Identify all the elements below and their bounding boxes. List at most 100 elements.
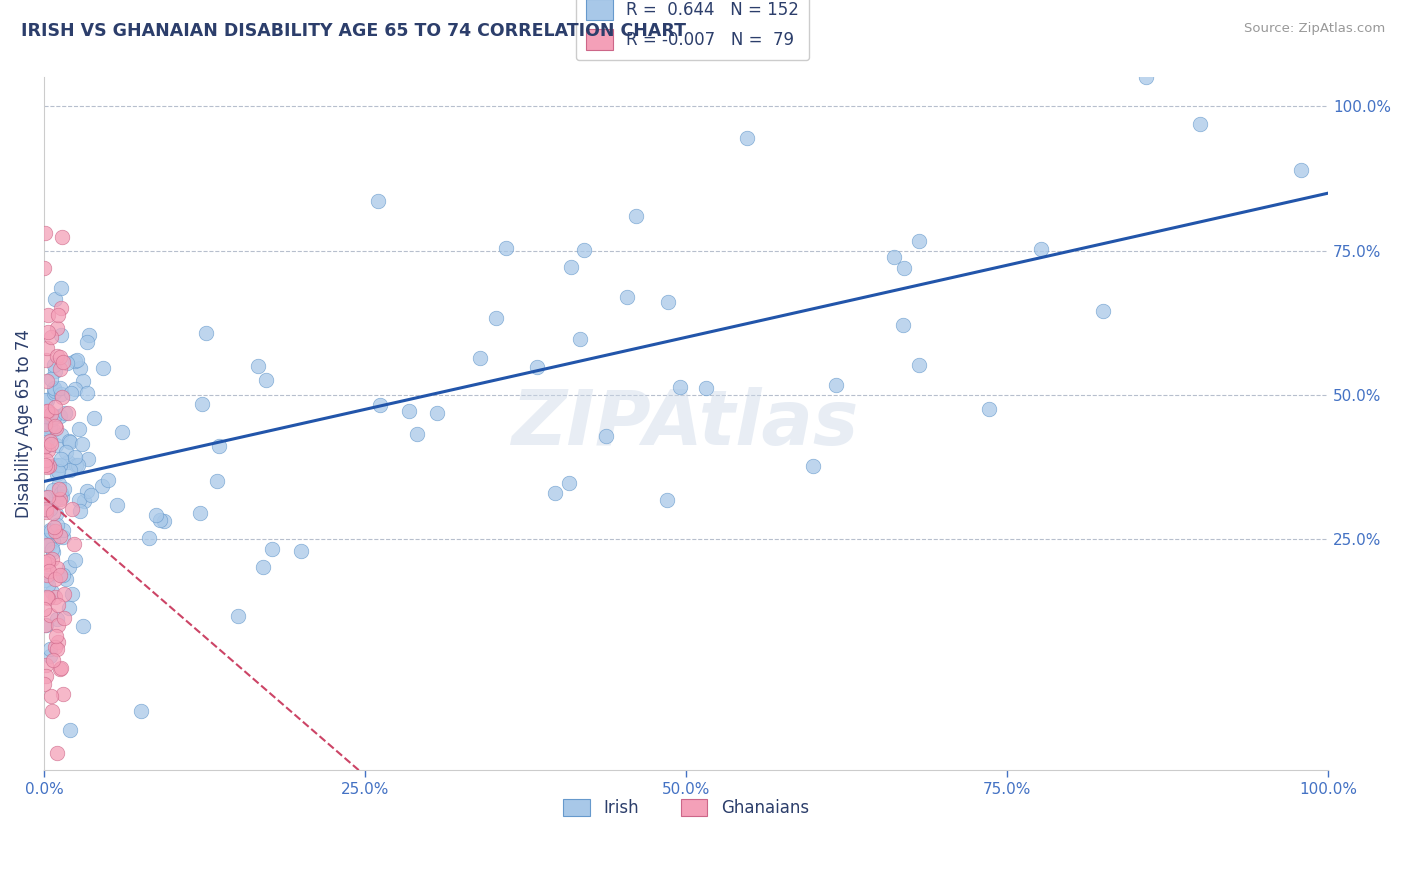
- Point: [260, 542, 283, 557]
- Point: [37, 590, 59, 604]
- Point: [35, 439, 58, 453]
- Point: [37, 557, 59, 571]
- Point: [37, 393, 59, 408]
- Text: ZIPAtlas: ZIPAtlas: [512, 387, 860, 461]
- Point: [48, 568, 70, 582]
- Point: [49, 381, 72, 395]
- Point: [51, 328, 73, 343]
- Point: [34, 227, 56, 241]
- Point: [34, 490, 56, 504]
- Point: [60, 502, 83, 516]
- Point: [657, 294, 679, 309]
- Point: [44, 573, 66, 587]
- Point: [32, 440, 55, 454]
- Point: [893, 261, 915, 276]
- Point: [569, 332, 592, 346]
- Point: [55, 444, 77, 458]
- Point: [42, 385, 65, 400]
- Point: [91, 479, 114, 493]
- Point: [655, 493, 678, 508]
- Point: [406, 427, 429, 442]
- Point: [49, 458, 72, 473]
- Point: [735, 130, 758, 145]
- Point: [41, 412, 63, 426]
- Point: [39, 642, 62, 657]
- Point: [45, 491, 67, 506]
- Point: [49, 428, 72, 442]
- Point: [46, 617, 69, 632]
- Point: [37, 325, 59, 339]
- Point: [398, 403, 420, 417]
- Point: [129, 704, 152, 718]
- Point: [63, 552, 86, 566]
- Point: [138, 531, 160, 545]
- Point: [56, 406, 79, 420]
- Point: [41, 533, 63, 548]
- Point: [37, 491, 59, 505]
- Point: [38, 538, 60, 552]
- Point: [60, 386, 83, 401]
- Point: [45, 507, 67, 521]
- Y-axis label: Disability Age 65 to 74: Disability Age 65 to 74: [15, 329, 32, 518]
- Point: [45, 642, 67, 657]
- Point: [1031, 243, 1053, 257]
- Point: [35, 538, 58, 552]
- Point: [34, 618, 56, 632]
- Point: [149, 513, 172, 527]
- Point: [49, 492, 72, 507]
- Point: [42, 409, 65, 423]
- Point: [39, 372, 62, 386]
- Point: [42, 359, 65, 373]
- Point: [35, 618, 58, 632]
- Point: [34, 393, 56, 408]
- Point: [49, 529, 72, 543]
- Point: [69, 504, 91, 518]
- Point: [41, 585, 63, 599]
- Point: [616, 290, 638, 304]
- Point: [39, 437, 62, 451]
- Point: [32, 555, 55, 569]
- Point: [41, 704, 63, 718]
- Point: [35, 374, 58, 388]
- Point: [46, 561, 69, 575]
- Point: [626, 209, 648, 223]
- Point: [52, 567, 75, 582]
- Point: [42, 381, 65, 395]
- Point: [145, 508, 167, 522]
- Point: [65, 458, 87, 472]
- Point: [426, 406, 449, 420]
- Point: [51, 490, 73, 504]
- Point: [66, 353, 89, 368]
- Point: [35, 503, 58, 517]
- Point: [70, 436, 93, 450]
- Point: [53, 406, 76, 420]
- Point: [48, 464, 70, 478]
- Point: [1188, 117, 1211, 131]
- Point: [46, 746, 69, 760]
- Point: [76, 484, 98, 499]
- Point: [45, 420, 67, 434]
- Point: [63, 353, 86, 368]
- Point: [188, 506, 211, 520]
- Point: [1092, 304, 1115, 318]
- Point: [58, 434, 80, 449]
- Point: [44, 364, 66, 378]
- Point: [48, 477, 70, 491]
- Point: [368, 399, 391, 413]
- Point: [46, 634, 69, 648]
- Point: [45, 612, 67, 626]
- Point: [37, 342, 59, 356]
- Point: [58, 434, 80, 449]
- Point: [59, 463, 82, 477]
- Point: [44, 384, 66, 399]
- Point: [32, 260, 55, 275]
- Point: [34, 574, 56, 588]
- Point: [572, 244, 595, 258]
- Point: [37, 591, 59, 605]
- Point: [44, 640, 66, 655]
- Point: [1135, 70, 1157, 85]
- Point: [526, 360, 548, 375]
- Point: [97, 473, 120, 487]
- Point: [49, 486, 72, 500]
- Point: [69, 361, 91, 376]
